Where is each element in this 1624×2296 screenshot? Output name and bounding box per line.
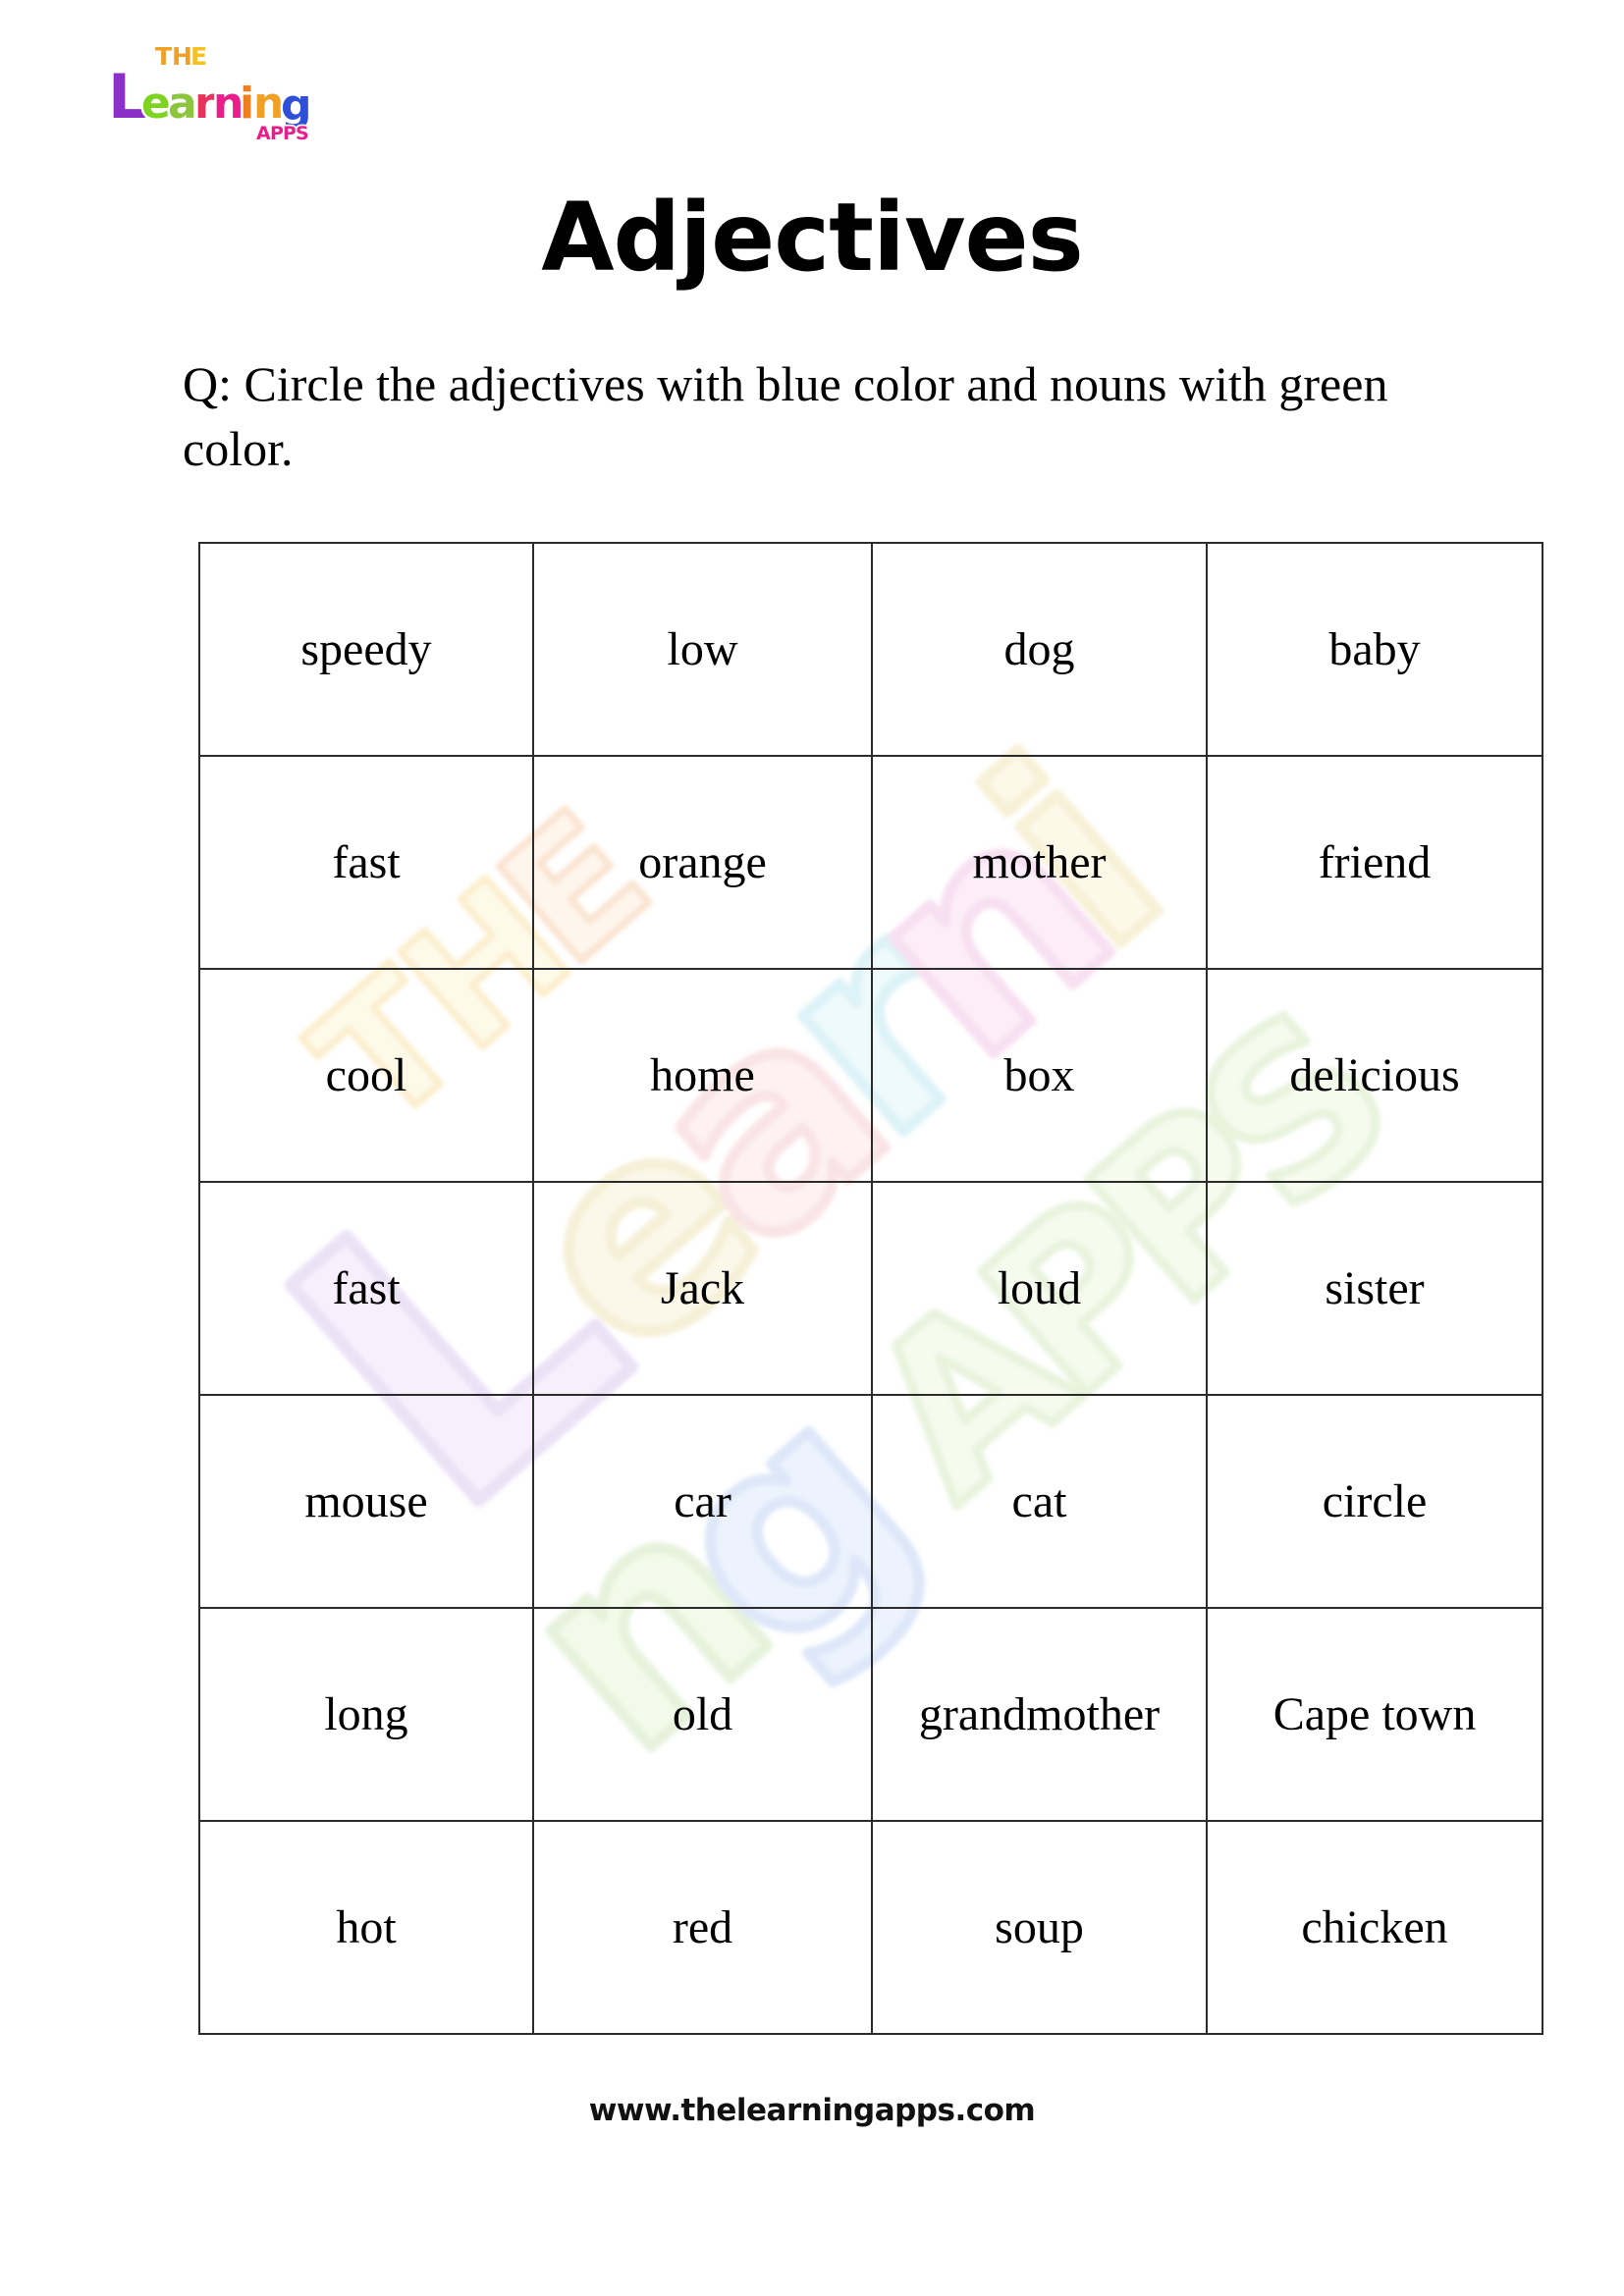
svg-text:i: i (240, 79, 254, 129)
word-cell[interactable]: cool (198, 968, 534, 1183)
word-cell[interactable]: sister (1206, 1181, 1543, 1396)
word-cell[interactable]: friend (1206, 755, 1543, 970)
word-cell[interactable]: fast (198, 1181, 534, 1396)
word-cell[interactable]: dog (871, 542, 1208, 757)
word-cell[interactable]: baby (1206, 542, 1543, 757)
word-cell[interactable]: Cape town (1206, 1607, 1543, 1822)
table-row: fast orange mother friend (198, 755, 1543, 970)
table-row: hot red soup chicken (198, 1820, 1543, 2035)
word-cell[interactable]: hot (198, 1820, 534, 2035)
word-cell[interactable]: long (198, 1607, 534, 1822)
svg-text:e: e (141, 79, 171, 129)
table-row: speedy low dog baby (198, 542, 1543, 757)
word-cell[interactable]: delicious (1206, 968, 1543, 1183)
svg-text:T: T (155, 42, 172, 71)
the-learning-apps-logo: T H E L e a r n i n g A P P S (94, 37, 389, 147)
table-row: cool home box delicious (198, 968, 1543, 1183)
word-cell[interactable]: orange (532, 755, 873, 970)
word-cell[interactable]: home (532, 968, 873, 1183)
svg-text:H: H (172, 42, 192, 71)
svg-text:E: E (190, 42, 207, 71)
svg-text:S: S (296, 123, 309, 144)
word-cell[interactable]: mouse (198, 1394, 534, 1609)
svg-text:r: r (194, 79, 216, 129)
svg-text:n: n (253, 79, 284, 129)
svg-text:L: L (108, 61, 147, 133)
word-cell[interactable]: box (871, 968, 1208, 1183)
svg-text:a: a (168, 79, 197, 129)
word-cell[interactable]: car (532, 1394, 873, 1609)
word-cell[interactable]: loud (871, 1181, 1208, 1396)
word-cell[interactable]: cat (871, 1394, 1208, 1609)
instruction-text: Q: Circle the adjectives with blue color… (183, 356, 1388, 476)
word-cell[interactable]: mother (871, 755, 1208, 970)
page-title: Adjectives (541, 183, 1084, 293)
word-cell[interactable]: grandmother (871, 1607, 1208, 1822)
word-cell[interactable]: red (532, 1820, 873, 2035)
word-cell[interactable]: Jack (532, 1181, 873, 1396)
word-grid-body: speedy low dog baby fast orange mother f… (198, 542, 1543, 2035)
word-cell[interactable]: soup (871, 1820, 1208, 2035)
table-row: mouse car cat circle (198, 1394, 1543, 1609)
word-cell[interactable]: chicken (1206, 1820, 1543, 2035)
word-cell[interactable]: speedy (198, 542, 534, 757)
table-row: fast Jack loud sister (198, 1181, 1543, 1396)
svg-text:P: P (270, 123, 284, 144)
footer-url[interactable]: www.thelearningapps.com (588, 2093, 1036, 2128)
word-cell[interactable]: old (532, 1607, 873, 1822)
word-cell[interactable]: circle (1206, 1394, 1543, 1609)
svg-text:n: n (213, 79, 244, 129)
table-row: long old grandmother Cape town (198, 1607, 1543, 1822)
svg-text:P: P (283, 123, 297, 144)
word-grid: speedy low dog baby fast orange mother f… (198, 542, 1543, 2035)
svg-text:g: g (281, 80, 312, 131)
svg-text:A: A (256, 123, 271, 144)
word-cell[interactable]: low (532, 542, 873, 757)
word-cell[interactable]: fast (198, 755, 534, 970)
